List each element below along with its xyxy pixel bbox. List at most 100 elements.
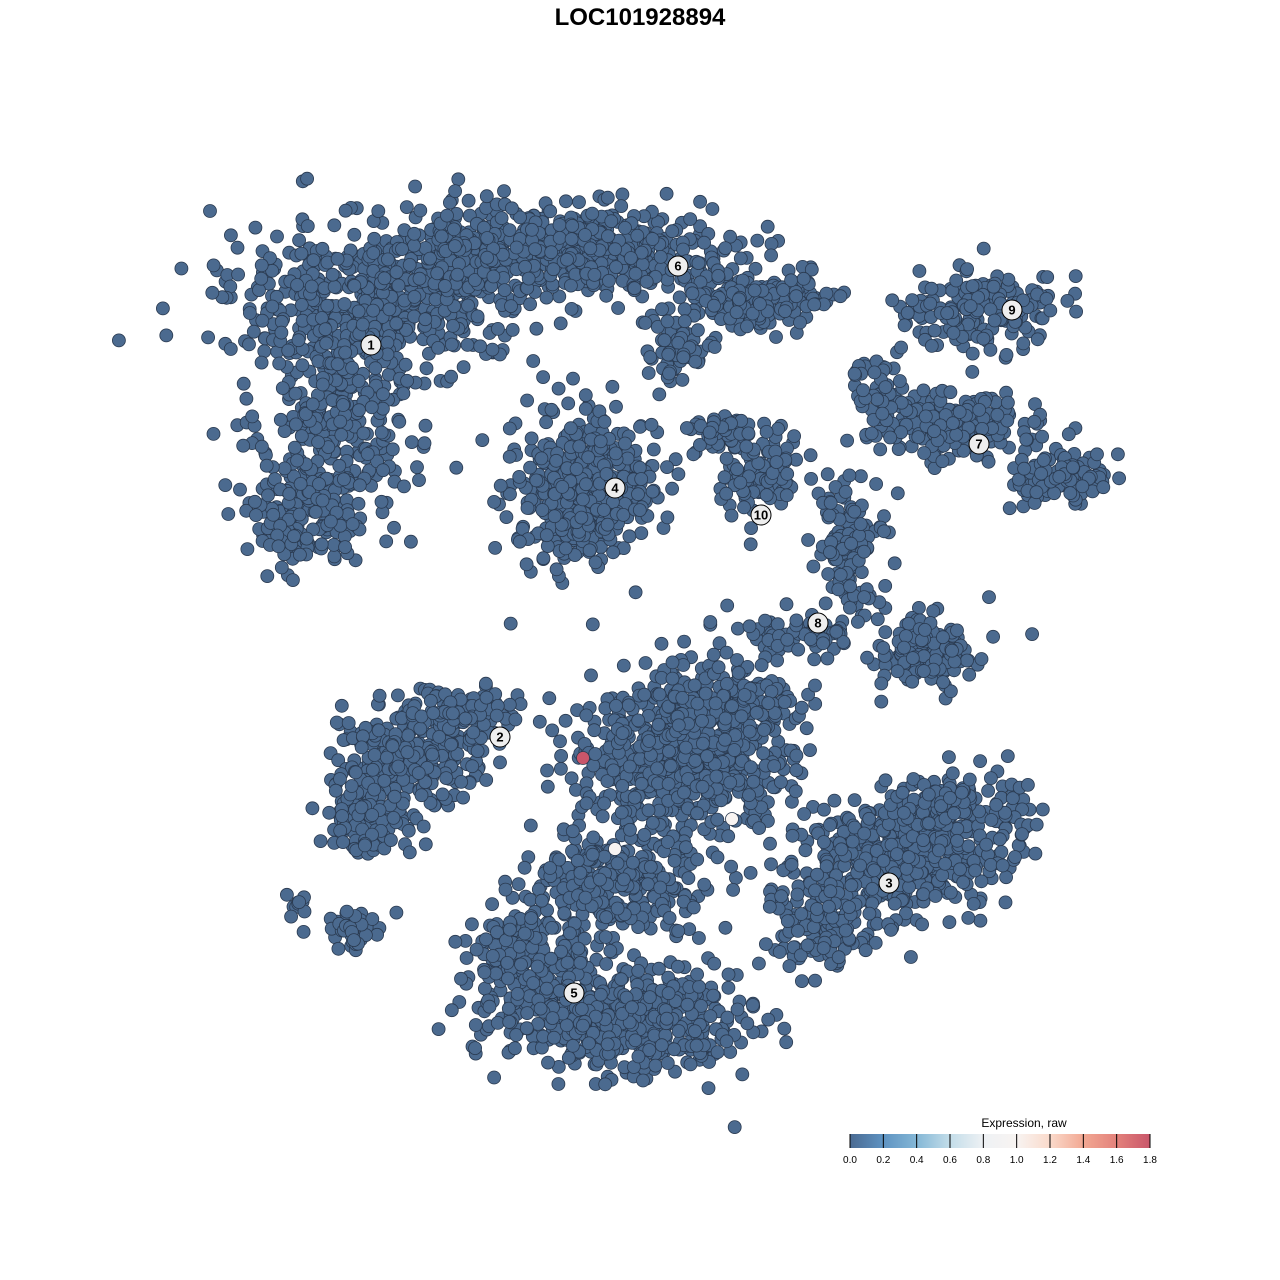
cell-point	[737, 500, 751, 515]
cell-point	[788, 784, 803, 799]
cell-point	[965, 346, 980, 361]
cell-point	[695, 714, 709, 728]
cell-point	[1035, 429, 1049, 444]
cell-point	[505, 322, 520, 337]
cell-point	[677, 314, 692, 329]
cell-point	[877, 524, 891, 539]
cell-point	[709, 769, 724, 784]
cell-point	[337, 297, 352, 311]
cell-point	[688, 354, 703, 369]
cell-point	[864, 426, 879, 441]
cell-point	[230, 240, 245, 255]
cell-point	[395, 242, 409, 257]
cell-point	[254, 258, 269, 273]
cell-point	[749, 705, 764, 720]
cell-point	[479, 690, 494, 705]
cell-point	[653, 880, 668, 895]
cell-point	[943, 385, 958, 400]
cell-point	[803, 743, 817, 757]
cell-point	[367, 782, 382, 797]
cell-point	[741, 426, 756, 441]
cell-point	[724, 508, 739, 523]
cell-point	[544, 245, 559, 260]
cell-point	[246, 324, 261, 339]
cell-point	[385, 442, 400, 457]
cell-point	[732, 292, 746, 307]
cell-point	[702, 425, 717, 440]
cell-point	[860, 650, 874, 665]
cell-point	[576, 492, 590, 507]
cell-point	[261, 488, 275, 503]
cell-point	[853, 517, 868, 531]
cell-point	[374, 425, 389, 440]
cell-point	[292, 507, 307, 522]
cell-point	[600, 517, 615, 532]
cell-point	[403, 534, 418, 549]
cell-point	[983, 342, 998, 357]
cell-point	[595, 809, 610, 824]
cell-point	[431, 340, 446, 355]
cell-point	[667, 853, 682, 868]
cell-point	[593, 872, 607, 887]
cell-point	[683, 212, 698, 227]
cell-point	[1029, 485, 1044, 500]
cell-point	[945, 643, 959, 658]
cell-point	[397, 479, 411, 494]
cell-point	[1030, 332, 1045, 347]
cell-point	[665, 481, 679, 496]
cell-point	[637, 687, 652, 702]
cell-point	[511, 877, 526, 891]
cell-point	[887, 556, 902, 571]
cell-point	[585, 617, 600, 632]
cell-point	[327, 279, 342, 294]
cell-point	[1025, 627, 1039, 641]
cell-point	[707, 340, 722, 354]
cell-point	[1075, 479, 1090, 494]
cell-point	[528, 242, 542, 257]
cell-point	[444, 369, 459, 384]
cell-point	[764, 236, 779, 251]
cell-point	[221, 507, 236, 521]
cell-point	[803, 632, 818, 646]
cell-point	[371, 204, 386, 219]
cell-point	[300, 219, 315, 234]
cell-point	[539, 415, 553, 430]
cell-point	[281, 343, 296, 358]
cell-point	[330, 251, 345, 266]
cell-point	[796, 271, 811, 286]
cell-point	[555, 479, 570, 494]
cell-point	[412, 473, 426, 488]
cell-point	[249, 508, 263, 522]
cell-point	[333, 772, 347, 786]
cell-point	[870, 612, 885, 627]
cell-point	[437, 279, 452, 293]
cell-point	[761, 696, 776, 710]
cell-point	[447, 239, 462, 254]
cell-point	[554, 761, 568, 776]
cell-point	[747, 283, 762, 298]
cell-point	[874, 694, 889, 709]
cell-point	[531, 882, 546, 897]
cell-point	[893, 374, 907, 388]
cell-point	[524, 431, 539, 446]
cell-point	[949, 427, 964, 442]
cell-point	[665, 671, 680, 686]
cell-point	[1047, 486, 1061, 501]
cell-point	[671, 467, 686, 482]
cell-point	[608, 242, 622, 257]
cell-point	[542, 691, 557, 706]
cell-point	[599, 288, 614, 303]
cell-point	[549, 453, 564, 468]
cell-point	[558, 541, 573, 556]
cell-point	[322, 805, 337, 820]
cell-point	[518, 259, 532, 274]
cell-point	[675, 372, 690, 387]
cell-point	[769, 455, 784, 470]
cell-point	[274, 325, 289, 340]
cell-point	[663, 759, 678, 773]
cell-point	[662, 911, 677, 925]
cell-point	[345, 517, 360, 531]
cell-point	[564, 232, 579, 247]
cell-point	[379, 534, 394, 549]
cell-point	[847, 366, 862, 381]
